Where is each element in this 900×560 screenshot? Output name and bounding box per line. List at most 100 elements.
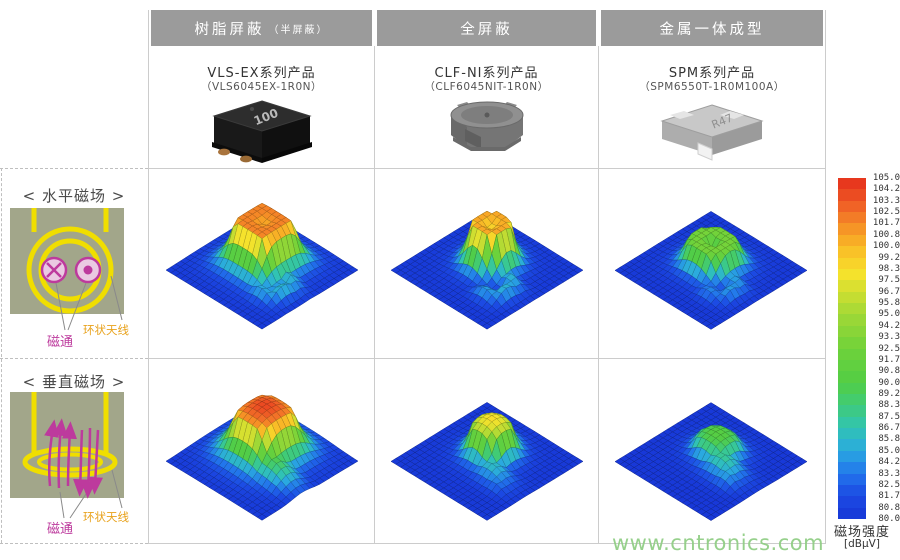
product-series-clf: CLF-NI系列产品 — [434, 66, 539, 81]
product-series-vls: VLS-EX系列产品 — [207, 66, 316, 81]
surface-plot-vertical-clf — [390, 402, 584, 521]
colorbar-band — [838, 325, 866, 338]
colorbar-tick-label: 92.5 — [878, 343, 900, 354]
colorbar-band — [838, 507, 866, 520]
column-header-full-shield: 全屏蔽 — [377, 10, 596, 46]
colorbar-band — [838, 496, 866, 509]
colorbar-tick-label: 94.2 — [878, 320, 900, 331]
product-series-spm: SPM系列产品 — [668, 66, 756, 81]
left-divider-row1 — [0, 168, 148, 169]
colorbar-band — [838, 428, 866, 440]
colorbar-tick-label: 85.0 — [878, 445, 900, 456]
flux-up-arrow-icon — [44, 419, 59, 487]
row-label-vertical-field: < 垂直磁场 > — [22, 373, 126, 391]
colorbar-tick-label: 100.0 — [872, 241, 900, 252]
colorbar-tick-label: 95.0 — [878, 309, 900, 320]
colorbar-band — [838, 348, 866, 361]
colorbar-tick-label: 97.5 — [878, 275, 900, 286]
table-divider-col1 — [374, 46, 375, 543]
colorbar-band — [838, 405, 866, 418]
colorbar-tick-label: 93.3 — [878, 332, 900, 343]
table-divider-row2 — [148, 358, 826, 359]
colorbar-band — [838, 291, 866, 304]
colorbar-band — [838, 280, 866, 293]
colorbar-band — [838, 314, 866, 327]
colorbar-tick-label: 100.8 — [872, 229, 900, 240]
colorbar-tick-label: 81.7 — [878, 491, 900, 502]
colorbar-tick-label: 105.0 — [872, 173, 900, 183]
surface-plot-horizontal-spm — [614, 211, 808, 330]
colorbar-band — [838, 303, 866, 315]
colorbar-band — [838, 178, 866, 190]
antenna-label: 环状天线 — [83, 510, 129, 524]
colorbar-band — [838, 246, 866, 259]
colorbar-unit: [dBμV] — [844, 538, 880, 550]
colorbar-tick-label: 98.3 — [878, 263, 900, 274]
vertical-field-diagram: 磁通 环状天线 — [10, 392, 129, 537]
left-border-bottom — [0, 543, 148, 544]
colorbar-band — [838, 439, 866, 452]
loop-antenna-outer-icon — [26, 226, 114, 314]
surface-plot-vertical-vls — [165, 394, 359, 521]
product-part-clf: （CLF6045NIT-1R0N） — [424, 81, 549, 93]
table-divider-col2 — [598, 46, 599, 543]
colorbar-title: 磁场强度 — [833, 525, 890, 540]
colorbar-band — [838, 212, 866, 224]
colorbar-band — [838, 416, 866, 429]
horizontal-field-diagram: 磁通 环状天线 — [10, 208, 129, 350]
surface-plot-vertical-spm — [614, 402, 808, 521]
colorbar-band — [838, 450, 866, 463]
watermark-link[interactable]: www.cntronics.com — [612, 531, 825, 555]
colorbar-band — [838, 359, 866, 372]
colorbar-tick-label: 86.7 — [878, 423, 900, 434]
colorbar-tick-label: 88.3 — [878, 400, 900, 411]
colorbar-band — [838, 473, 866, 486]
colorbar-band — [838, 189, 866, 202]
product-part-spm: （SPM6550T-1R0M100A） — [639, 81, 785, 93]
product-photo-spm-inductor-icon: R47 — [660, 104, 764, 161]
colorbar-tick-label: 85.8 — [878, 434, 900, 445]
header-label: 金属一体成型 — [659, 21, 765, 38]
colorbar-band — [838, 257, 866, 270]
product-part-vls: （VLS6045EX-1R0N） — [200, 81, 323, 93]
colorbar-tick-label: 102.5 — [872, 207, 900, 218]
colorbar-tick-label: 95.8 — [878, 298, 900, 309]
antenna-label: 环状天线 — [83, 323, 129, 337]
product-photo-clf-inductor-icon — [450, 101, 524, 151]
colorbar-tick-label: 104.2 — [872, 184, 900, 195]
colorbar-ticks: 105.0 104.2 103.3 102.5 101.7 100.8 100.0 99.2 9… — [838, 173, 900, 524]
flux-down-arrow-icon — [72, 429, 88, 497]
colorbar-band — [838, 462, 866, 475]
colorbar-band — [838, 337, 866, 349]
left-border — [1, 168, 2, 543]
row-label-horizontal-field: < 水平磁场 > — [22, 187, 126, 205]
colorbar-tick-label: 80.0 — [878, 514, 900, 524]
colorbar-tick-label: 90.8 — [878, 366, 900, 377]
colorbar-tick-label: 99.2 — [878, 252, 900, 263]
table-border-left — [148, 10, 149, 543]
colorbar-band — [838, 268, 866, 281]
table-border-bottom — [148, 543, 826, 544]
left-divider-row2 — [0, 358, 148, 359]
colorbar-tick-label: 90.0 — [878, 377, 900, 388]
surface-plot-horizontal-vls — [165, 202, 359, 330]
surface-plot-horizontal-clf — [390, 210, 584, 330]
flux-label: 磁通 — [47, 335, 73, 350]
colorbar-band — [838, 371, 866, 384]
colorbar-tick-label: 82.5 — [878, 479, 900, 490]
colorbar-tick-label: 80.8 — [878, 502, 900, 513]
colorbar-band — [838, 382, 866, 395]
colorbar-band — [838, 393, 866, 406]
column-header-metal-molded: 金属一体成型 — [601, 10, 823, 46]
colorbar-tick-label: 83.3 — [878, 468, 900, 479]
table-border-right — [825, 10, 826, 543]
table-divider-row1 — [148, 168, 826, 169]
header-note: （半屏蔽） — [268, 24, 329, 36]
header-label: 树脂屏蔽 — [194, 21, 265, 38]
colorbar-tick-label: 91.7 — [878, 354, 900, 365]
colorbar-tick-label: 96.7 — [878, 286, 900, 297]
flux-label: 磁通 — [47, 522, 73, 537]
colorbar-band — [838, 234, 866, 247]
product-photo-vls-inductor-icon: 100 — [212, 100, 312, 163]
